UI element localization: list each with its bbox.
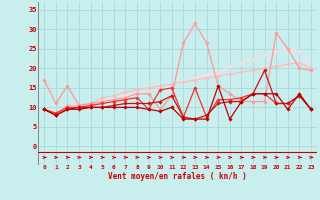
X-axis label: Vent moyen/en rafales ( kn/h ): Vent moyen/en rafales ( kn/h ) — [108, 172, 247, 181]
